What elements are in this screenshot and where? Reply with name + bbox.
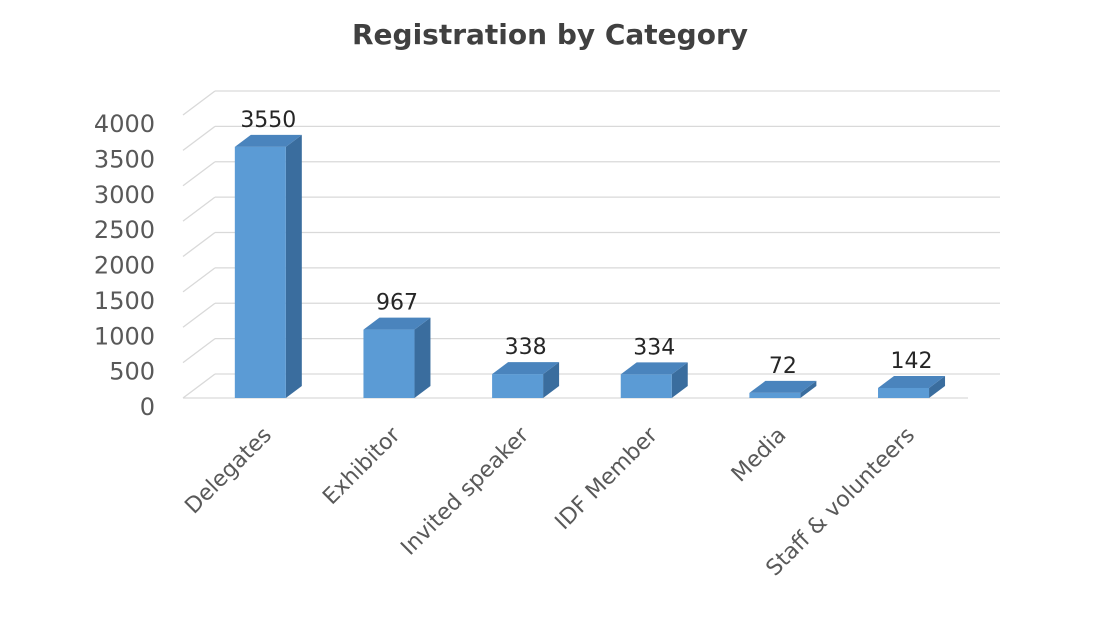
bar — [749, 392, 801, 398]
y-tick-label: 2500 — [94, 216, 155, 244]
x-tick-label: Staff & volunteers — [762, 423, 920, 581]
bar-top — [492, 362, 560, 375]
grid-line — [182, 90, 216, 116]
grid-line — [182, 196, 216, 222]
x-tick-label: Exhibitor — [318, 422, 406, 510]
y-tick-label: 1500 — [94, 287, 155, 315]
y-tick-label: 1000 — [94, 322, 155, 350]
x-tick-label: Invited speaker — [396, 422, 534, 560]
bar-top — [234, 134, 302, 147]
bar-top — [363, 317, 431, 330]
value-label: 3550 — [240, 108, 296, 133]
value-label: 334 — [633, 335, 675, 360]
grid-line — [182, 302, 216, 328]
grid-line — [182, 125, 216, 151]
bar-top — [749, 380, 817, 393]
value-label: 338 — [505, 335, 547, 360]
y-tick-label: 4000 — [94, 110, 155, 138]
value-label: 142 — [891, 349, 933, 374]
bar — [620, 374, 672, 398]
bar-top — [878, 375, 946, 388]
grid-line — [182, 373, 216, 399]
grid-line — [182, 231, 216, 258]
bar — [234, 146, 286, 398]
value-label: 72 — [769, 354, 797, 379]
bar-side — [285, 134, 302, 398]
bar-side — [800, 380, 817, 398]
bar — [492, 374, 544, 398]
chart-title: Registration by Category — [352, 18, 748, 51]
bar-top — [620, 362, 688, 375]
bar — [363, 329, 415, 398]
x-tick-label: Delegates — [180, 423, 276, 519]
y-tick-label: 500 — [109, 358, 155, 386]
y-tick-label: 2000 — [94, 252, 155, 280]
x-tick-label: Media — [727, 423, 791, 487]
grid-line — [182, 338, 216, 364]
bar-side — [671, 362, 688, 398]
y-tick-label: 0 — [140, 393, 155, 421]
bar-side — [929, 375, 946, 398]
grid-line — [182, 267, 216, 293]
bar-side — [414, 317, 431, 398]
x-tick-label: IDF Member — [551, 422, 664, 535]
value-label: 967 — [376, 291, 418, 316]
y-tick-label: 3000 — [94, 181, 155, 209]
grid-line — [182, 161, 216, 187]
bar-side — [543, 362, 560, 398]
bar — [878, 387, 930, 398]
y-tick-label: 3500 — [94, 145, 155, 173]
